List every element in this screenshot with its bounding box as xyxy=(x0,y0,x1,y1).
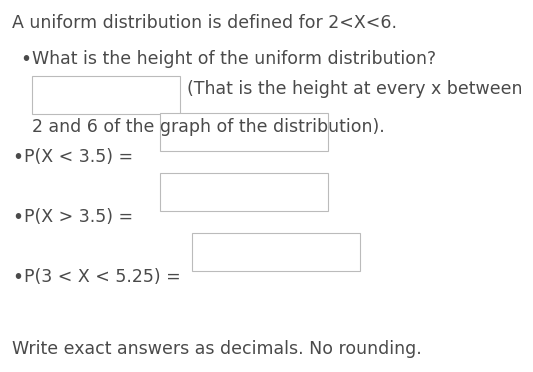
Text: 2 and 6 of the graph of the distribution).: 2 and 6 of the graph of the distribution… xyxy=(32,118,385,136)
Text: •: • xyxy=(12,208,23,227)
Text: P(X < 3.5) =: P(X < 3.5) = xyxy=(24,148,133,166)
Text: A uniform distribution is defined for 2<X<6.: A uniform distribution is defined for 2<… xyxy=(12,14,397,32)
Text: P(X > 3.5) =: P(X > 3.5) = xyxy=(24,208,133,226)
Text: What is the height of the uniform distribution?: What is the height of the uniform distri… xyxy=(32,50,436,68)
Text: •: • xyxy=(12,268,23,287)
Bar xyxy=(192,233,360,271)
Bar xyxy=(160,173,328,211)
Bar xyxy=(160,113,328,151)
Text: Write exact answers as decimals. No rounding.: Write exact answers as decimals. No roun… xyxy=(12,340,422,358)
Text: •: • xyxy=(12,148,23,167)
Bar xyxy=(32,76,180,114)
Text: (That is the height at every x between: (That is the height at every x between xyxy=(187,80,522,98)
Text: P(3 < X < 5.25) =: P(3 < X < 5.25) = xyxy=(24,268,181,286)
Text: •: • xyxy=(20,50,31,69)
